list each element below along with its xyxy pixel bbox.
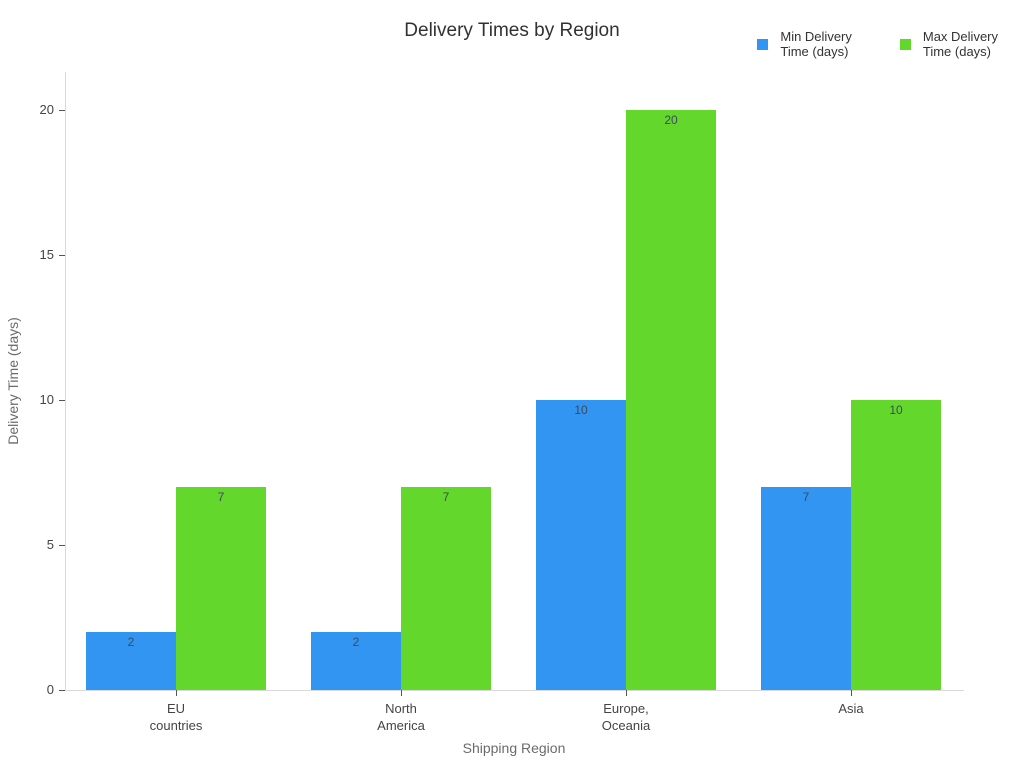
x-tick-mark-north-america <box>400 690 402 696</box>
x-tick-mark-europe-oceania <box>625 690 627 696</box>
y-tick-mark-15 <box>59 254 65 256</box>
bar-value-label: 2 <box>352 635 360 649</box>
x-tick-mark-eu-countries <box>175 690 177 696</box>
bar-value-label: 7 <box>217 490 225 504</box>
bar-min-asia: 7 <box>761 487 851 690</box>
y-tick-mark-20 <box>59 109 65 111</box>
legend: Min Delivery Time (days) Max Delivery Time … <box>757 29 998 59</box>
bar-max-eu-countries: 7 <box>176 487 266 690</box>
x-tick-label-eu-countries: EU countries <box>149 701 203 733</box>
bar-min-north-america: 2 <box>311 632 401 690</box>
plot-area: 0 5 10 15 20 EU countries North America Europe, Oc… <box>40 72 964 733</box>
bar-value-label: 7 <box>802 490 810 504</box>
bar-value-label: 2 <box>127 635 135 649</box>
legend-item-max-delivery[interactable]: Max Delivery Time (days) <box>899 29 998 59</box>
y-tick-label-0: 0 <box>46 682 54 697</box>
bar-value-label: 10 <box>889 403 903 417</box>
y-tick-label-15: 15 <box>39 247 54 262</box>
y-axis-title: Delivery Time (days) <box>5 317 21 445</box>
legend-swatch-icon <box>899 38 911 50</box>
legend-swatch-icon <box>757 38 769 50</box>
y-tick-mark-0 <box>59 689 65 691</box>
legend-item-min-delivery[interactable]: Min Delivery Time (days) <box>757 29 852 59</box>
chart-title: Delivery Times by Region <box>404 20 620 41</box>
bar-min-europe-oceania: 10 <box>536 400 626 690</box>
legend-label: Max Delivery Time (days) <box>922 29 998 59</box>
x-tick-label-asia: Asia <box>838 701 864 716</box>
bar-value-label: 10 <box>574 403 588 417</box>
y-tick-label-5: 5 <box>46 537 54 552</box>
y-tick-mark-5 <box>59 544 65 546</box>
y-tick-mark-10 <box>59 399 65 401</box>
bar-value-label: 20 <box>664 113 678 127</box>
bar-max-asia: 10 <box>851 400 941 690</box>
bar-max-north-america: 7 <box>401 487 491 690</box>
y-tick-label-10: 10 <box>39 392 54 407</box>
bar-min-eu-countries: 2 <box>86 632 176 690</box>
bar-value-label: 7 <box>442 490 450 504</box>
bar-max-europe-oceania: 20 <box>626 110 716 690</box>
x-tick-label-north-america: North America <box>377 701 425 733</box>
x-tick-label-europe-oceania: Europe, Oceania <box>601 701 651 733</box>
x-axis-title: Shipping Region <box>462 740 566 756</box>
legend-label: Min Delivery Time (days) <box>780 29 852 59</box>
x-tick-mark-asia <box>850 690 852 696</box>
y-tick-label-20: 20 <box>39 102 54 117</box>
